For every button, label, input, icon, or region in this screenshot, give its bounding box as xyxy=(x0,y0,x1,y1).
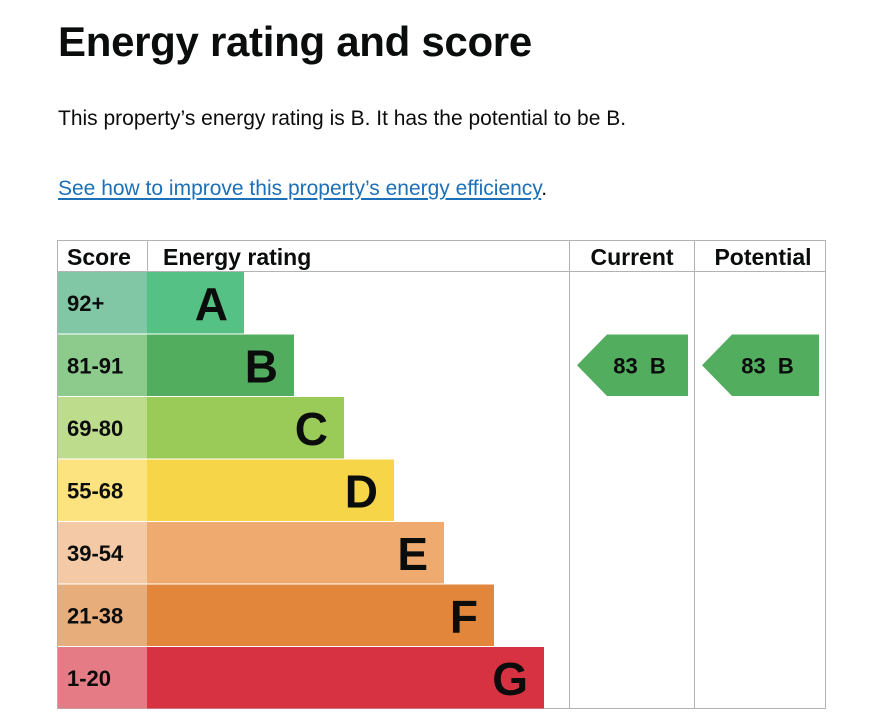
column-header-score: Score xyxy=(67,244,131,270)
improve-efficiency-link[interactable]: See how to improve this property’s energ… xyxy=(58,177,542,200)
rating-letter-f: F xyxy=(450,590,478,642)
score-cell-f xyxy=(58,584,147,646)
rating-indicators: 83 B 83 B xyxy=(577,334,819,396)
link-suffix: . xyxy=(541,177,548,200)
score-cell-b xyxy=(58,334,147,396)
rating-bar-e xyxy=(147,522,444,584)
score-range-f: 21-38 xyxy=(67,603,123,628)
column-header-energy-rating: Energy rating xyxy=(163,244,311,270)
score-range-d: 55-68 xyxy=(67,478,123,503)
column-header-current: Current xyxy=(590,244,673,270)
rating-letter-e: E xyxy=(397,528,428,580)
rating-bar-g xyxy=(147,647,544,709)
score-range-g: 1-20 xyxy=(67,666,111,691)
potential-rating-label: 83 B xyxy=(741,353,794,378)
rating-bar-c xyxy=(147,397,344,459)
column-header-potential: Potential xyxy=(714,244,811,270)
rating-bar-b xyxy=(147,334,294,396)
score-cell-a xyxy=(58,272,147,334)
current-rating-label: 83 B xyxy=(613,353,666,378)
rating-letter-a: A xyxy=(195,278,228,330)
potential-rating-arrow xyxy=(702,334,819,396)
score-range-c: 69-80 xyxy=(67,416,123,441)
page-title: Energy rating and score xyxy=(58,18,532,65)
score-range-e: 39-54 xyxy=(67,541,124,566)
rating-letter-d: D xyxy=(345,465,378,517)
rating-summary: This property’s energy rating is B. It h… xyxy=(58,107,627,130)
rating-letter-b: B xyxy=(245,340,278,392)
score-range-b: 81-91 xyxy=(67,353,123,378)
rating-letter-g: G xyxy=(492,653,528,705)
rating-bar-a xyxy=(147,272,244,334)
score-range-a: 92+ xyxy=(67,291,104,316)
rating-bar-f xyxy=(147,584,494,646)
current-rating-arrow xyxy=(577,334,688,396)
score-cell-e xyxy=(58,522,147,584)
score-cell-c xyxy=(58,397,147,459)
rating-bands: 92+ A 81-91 B 69-80 C 55-68 D 39-54 E 21-38 F 1-20 G xyxy=(58,272,544,709)
rating-letter-c: C xyxy=(295,403,328,455)
score-cell-g xyxy=(58,647,147,709)
improve-link-line: See how to improve this property’s energ… xyxy=(58,174,547,204)
rating-bar-d xyxy=(147,459,394,521)
score-cell-d xyxy=(58,459,147,521)
